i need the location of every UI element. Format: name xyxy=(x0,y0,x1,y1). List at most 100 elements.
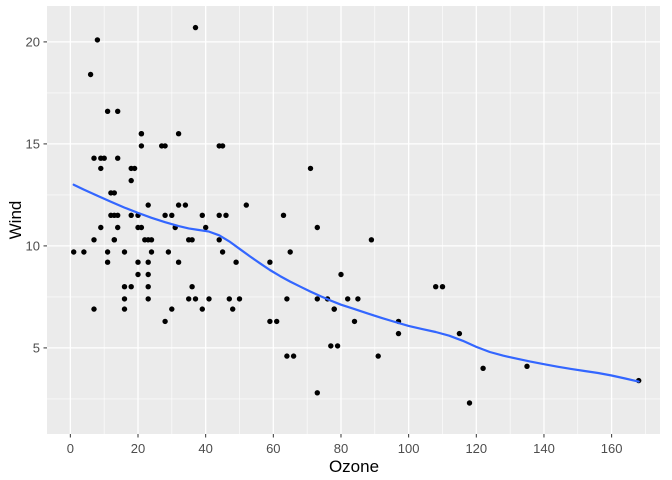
data-point xyxy=(307,165,314,172)
data-point xyxy=(375,353,381,359)
data-point xyxy=(128,165,134,172)
y-tick-label: 15 xyxy=(26,136,40,151)
data-point xyxy=(206,296,212,302)
data-point xyxy=(351,318,358,325)
data-point xyxy=(524,363,530,369)
data-point xyxy=(287,249,293,255)
data-point xyxy=(280,212,287,218)
data-point xyxy=(162,212,168,218)
data-point xyxy=(175,131,182,137)
data-point xyxy=(395,330,402,337)
data-point xyxy=(121,249,128,255)
data-point xyxy=(138,224,145,231)
y-axis-title: Wind xyxy=(6,201,25,240)
data-point xyxy=(203,224,209,231)
data-point xyxy=(192,24,199,31)
data-point xyxy=(98,165,104,172)
data-point xyxy=(165,249,172,255)
data-point xyxy=(135,259,141,265)
data-point xyxy=(219,249,226,255)
y-tick-label: 20 xyxy=(26,34,40,49)
panel-background xyxy=(47,6,660,434)
data-point xyxy=(169,212,175,218)
data-point xyxy=(169,306,175,312)
data-point xyxy=(216,237,222,243)
data-point xyxy=(331,306,337,312)
data-point xyxy=(94,37,101,43)
x-tick-label: 140 xyxy=(533,441,555,456)
x-tick-label: 120 xyxy=(465,441,487,456)
data-point xyxy=(138,131,145,137)
data-point xyxy=(115,155,121,161)
data-point xyxy=(111,190,118,196)
data-point xyxy=(368,237,375,243)
x-tick-label: 60 xyxy=(266,441,280,456)
data-point xyxy=(148,237,155,243)
data-point xyxy=(175,202,182,208)
data-point xyxy=(128,212,134,218)
data-point xyxy=(192,296,199,302)
x-tick-label: 40 xyxy=(198,441,212,456)
data-point xyxy=(104,249,111,255)
data-point xyxy=(98,155,104,161)
data-point xyxy=(243,202,249,208)
data-point xyxy=(355,296,361,302)
data-point xyxy=(91,306,97,312)
data-point xyxy=(159,143,165,149)
y-tick-label: 5 xyxy=(33,340,40,355)
data-point xyxy=(199,306,205,312)
data-point xyxy=(189,237,195,243)
data-point xyxy=(104,259,111,265)
data-point xyxy=(230,306,236,312)
data-point xyxy=(111,212,118,218)
data-point xyxy=(267,318,273,325)
data-point xyxy=(226,296,232,302)
data-point xyxy=(456,330,463,337)
data-point xyxy=(111,237,118,243)
data-point xyxy=(284,353,290,359)
data-point xyxy=(91,237,97,243)
data-point xyxy=(284,296,290,302)
data-point xyxy=(314,224,320,231)
data-point xyxy=(175,259,182,265)
data-point xyxy=(128,284,134,290)
data-point xyxy=(145,202,151,208)
data-point xyxy=(466,400,473,406)
data-point xyxy=(162,318,168,325)
data-point xyxy=(115,108,121,115)
data-point xyxy=(223,212,229,218)
data-point xyxy=(121,296,128,302)
data-point xyxy=(216,212,222,218)
data-point xyxy=(148,249,155,255)
data-point xyxy=(121,306,128,312)
data-point xyxy=(233,259,239,265)
plot-panel: 0 20 40 60 80 100 120 140 160 5 10 15 20 xyxy=(26,6,660,456)
data-point xyxy=(216,143,222,149)
data-point xyxy=(145,284,151,290)
data-point xyxy=(314,296,320,302)
data-point xyxy=(145,296,151,302)
data-point xyxy=(145,259,151,265)
data-point xyxy=(121,284,128,290)
data-point xyxy=(345,296,351,302)
x-tick-label: 0 xyxy=(67,441,74,456)
data-point xyxy=(480,365,486,371)
data-point xyxy=(71,249,77,255)
data-point xyxy=(104,108,111,115)
x-tick-label: 100 xyxy=(398,441,420,456)
x-tick-label: 80 xyxy=(334,441,348,456)
data-point xyxy=(182,202,189,208)
data-point xyxy=(87,71,94,78)
data-point xyxy=(135,271,141,278)
data-point xyxy=(128,177,134,184)
data-point xyxy=(236,296,243,302)
data-point xyxy=(338,271,344,278)
data-point xyxy=(91,155,97,161)
data-point xyxy=(189,284,195,290)
data-point xyxy=(334,343,341,349)
x-tick-label: 20 xyxy=(131,441,145,456)
data-point xyxy=(138,143,145,149)
data-point xyxy=(115,224,121,231)
